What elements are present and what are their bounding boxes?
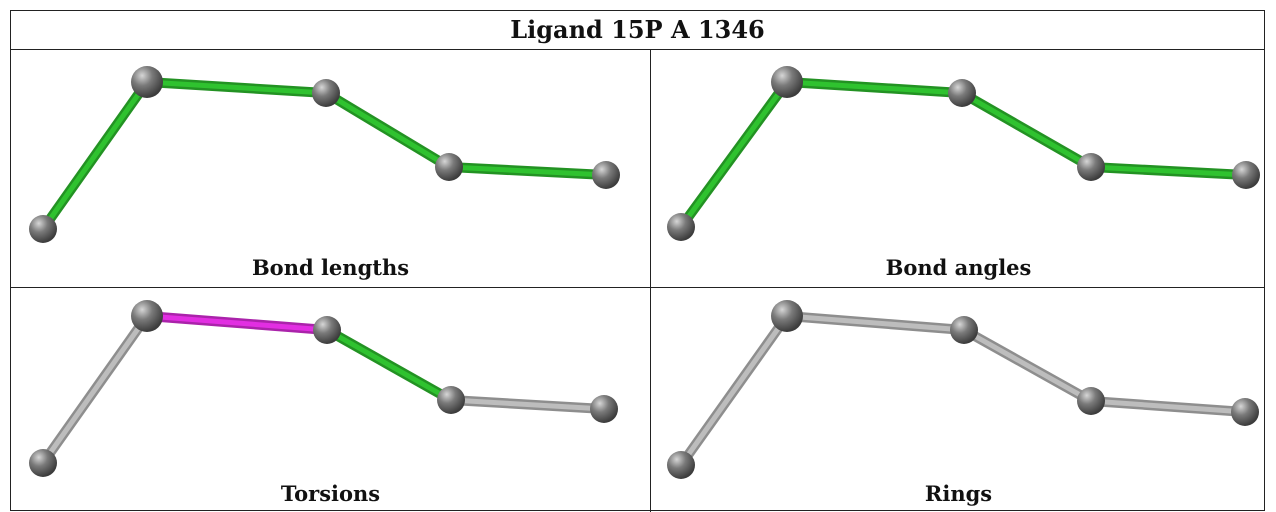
bond-4-highlight bbox=[450, 397, 605, 412]
atom-5 bbox=[1231, 398, 1259, 426]
bond-2-highlight bbox=[146, 313, 328, 333]
atom-1 bbox=[667, 451, 695, 479]
panel-bond-angles: Bond angles bbox=[651, 50, 1266, 287]
bond-4-highlight bbox=[1090, 398, 1246, 415]
atom-2 bbox=[771, 300, 803, 332]
bond-2-highlight bbox=[786, 313, 965, 333]
bond-4-highlight bbox=[448, 164, 607, 178]
atom-2 bbox=[131, 300, 163, 332]
bond-3-highlight bbox=[960, 90, 1093, 170]
atom-2 bbox=[131, 66, 163, 98]
validation-figure: Ligand 15P A 1346 Bond lengths Bond angl… bbox=[10, 10, 1266, 512]
atom-4 bbox=[1077, 387, 1105, 415]
figure-title: Ligand 15P A 1346 bbox=[11, 11, 1264, 50]
caption-torsions: Torsions bbox=[280, 481, 381, 506]
atom-5 bbox=[592, 161, 620, 189]
atom-1 bbox=[29, 449, 57, 477]
atom-4 bbox=[437, 386, 465, 414]
bond-4-highlight bbox=[1090, 164, 1247, 178]
bond-2-highlight bbox=[786, 79, 963, 96]
atom-3 bbox=[313, 316, 341, 344]
panel-rings: Rings bbox=[651, 288, 1266, 512]
atom-1 bbox=[29, 215, 57, 243]
atom-4 bbox=[1077, 153, 1105, 181]
bond-3-highlight bbox=[962, 327, 1093, 404]
atom-5 bbox=[1232, 161, 1260, 189]
atom-4 bbox=[435, 153, 463, 181]
atom-1 bbox=[667, 213, 695, 241]
caption-rings: Rings bbox=[924, 481, 993, 506]
column-divider bbox=[650, 50, 651, 512]
bond-1-highlight bbox=[678, 80, 790, 229]
molecule-diagram-bond-angles bbox=[667, 66, 1260, 241]
atom-5 bbox=[590, 395, 618, 423]
caption-bond-lengths: Bond lengths bbox=[251, 255, 410, 280]
atom-3 bbox=[950, 316, 978, 344]
bond-1-highlight bbox=[40, 80, 150, 231]
bond-3-highlight bbox=[324, 90, 451, 170]
panel-bond-lengths: Bond lengths bbox=[11, 50, 650, 287]
bond-1-highlight bbox=[678, 314, 790, 467]
atom-3 bbox=[312, 79, 340, 107]
molecule-diagram-bond-lengths bbox=[29, 66, 620, 243]
row-divider bbox=[11, 287, 1264, 288]
bond-2-highlight bbox=[146, 79, 327, 96]
molecule-diagram-torsions bbox=[29, 300, 618, 477]
caption-bond-angles: Bond angles bbox=[885, 255, 1032, 280]
bond-3-highlight bbox=[325, 327, 453, 403]
atom-2 bbox=[771, 66, 803, 98]
molecule-diagram-rings bbox=[667, 300, 1259, 479]
atom-3 bbox=[948, 79, 976, 107]
bond-1-highlight bbox=[40, 314, 150, 465]
panel-torsions: Torsions bbox=[11, 288, 650, 512]
